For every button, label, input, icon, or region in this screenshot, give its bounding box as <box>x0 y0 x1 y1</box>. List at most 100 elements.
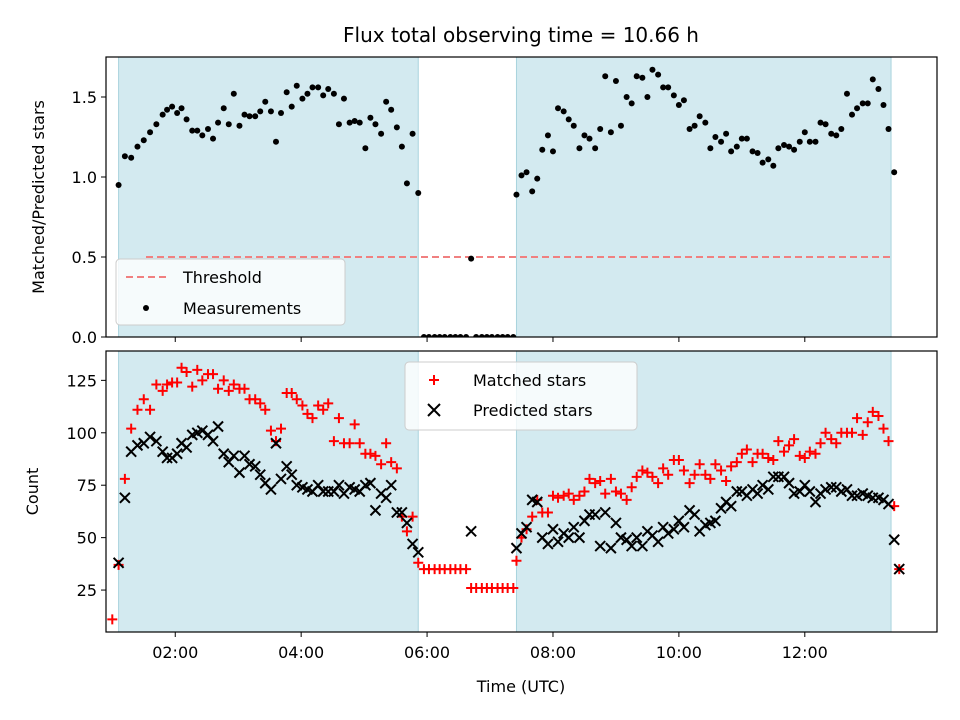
matched-stars-point <box>527 511 538 522</box>
legend-predicted-swatch <box>427 403 441 417</box>
matched-stars-point <box>663 469 674 480</box>
measurement-point <box>346 119 353 126</box>
predicted-stars-point <box>542 538 554 550</box>
measurement-point <box>199 132 206 139</box>
predicted-stars-point <box>207 435 219 447</box>
measurement-point <box>838 126 845 132</box>
measurement-point <box>623 94 630 100</box>
predicted-stars-point <box>465 525 477 538</box>
matched-stars-point <box>333 413 344 424</box>
predicted-stars-point <box>212 420 224 433</box>
measurement-point <box>570 122 577 129</box>
measurement-point <box>278 110 285 116</box>
matched-stars-point <box>381 438 392 449</box>
matched-stars-point <box>126 423 137 434</box>
matched-stars-point <box>678 465 689 476</box>
measurement-point <box>518 172 525 179</box>
measurement-point <box>718 138 725 145</box>
measurement-point <box>649 66 656 73</box>
measurement-point <box>174 110 181 116</box>
legend-measurements-label: Measurements <box>183 299 301 318</box>
matched-stars-point <box>568 494 579 505</box>
predicted-stars-point <box>520 521 533 533</box>
matched-stars-point <box>250 394 261 405</box>
measurement-point <box>299 95 306 102</box>
predicted-stars-point <box>625 540 638 552</box>
predicted-stars-point <box>731 485 743 498</box>
measurement-point <box>770 162 777 169</box>
measurement-point <box>791 146 798 153</box>
measurement-point <box>272 138 279 145</box>
matched-stars-point <box>757 448 768 459</box>
measurement-point <box>660 84 667 91</box>
predicted-stars-point <box>333 479 345 491</box>
matched-stars-point <box>291 394 302 405</box>
measurement-point <box>189 127 196 134</box>
legend-box <box>404 361 638 431</box>
plot-area <box>107 362 905 625</box>
measurement-point <box>478 334 485 337</box>
measurement-point <box>786 143 793 150</box>
matched-stars-point <box>376 459 387 470</box>
measurement-point <box>822 121 829 128</box>
matched-stars-point <box>413 557 424 568</box>
x-tick-label: 08:00 <box>530 643 576 662</box>
measurement-point <box>178 105 185 112</box>
measurement-point <box>781 142 788 148</box>
matched-stars-point <box>615 488 626 499</box>
matched-stars-point <box>584 473 595 484</box>
matched-stars-point <box>401 526 412 537</box>
predicted-stars-point <box>610 517 622 529</box>
predicted-stars-point <box>825 481 837 494</box>
matched-stars-point <box>265 425 276 436</box>
matched-stars-point <box>132 404 143 415</box>
measurement-point <box>675 102 682 108</box>
matched-stars-point <box>218 375 229 386</box>
predicted-stars-point <box>589 508 601 521</box>
matched-stars-point <box>176 362 187 373</box>
measurement-point <box>220 105 227 112</box>
predicted-stars-point <box>401 517 413 529</box>
predicted-stars-point <box>652 536 664 548</box>
measurement-point <box>340 95 347 102</box>
measurement-point <box>362 145 369 152</box>
measurement-point <box>655 71 662 78</box>
predicted-stars-point <box>238 450 251 462</box>
matched-stars-point <box>784 440 795 451</box>
predicted-stars-point <box>767 471 780 483</box>
matched-stars-point <box>318 404 329 415</box>
matched-stars-point <box>138 394 149 405</box>
measurement-point <box>880 102 887 108</box>
top-panel: 0.0 0.5 1.0 1.5 Matched/Predicted stars Thres… <box>29 56 938 347</box>
measurement-point <box>859 100 866 107</box>
predicted-stars-point <box>568 521 580 533</box>
matched-stars-point <box>689 469 700 480</box>
matched-stars-point <box>694 459 705 470</box>
measurement-point <box>356 119 363 126</box>
measurement-point <box>665 84 672 91</box>
measurement-point <box>733 143 740 150</box>
measurement-point <box>812 138 819 145</box>
measurement-point <box>539 146 546 153</box>
measurement-point <box>409 130 416 137</box>
legend-top: Threshold Measurements <box>115 258 346 326</box>
matched-stars-point <box>579 486 590 497</box>
measurement-point <box>257 108 264 115</box>
predicted-stars-point <box>286 469 298 481</box>
matched-stars-point <box>197 375 208 386</box>
predicted-stars-point <box>391 506 403 519</box>
predicted-stars-point <box>888 534 900 546</box>
measurement-point <box>691 122 698 129</box>
measurement-point <box>806 138 813 145</box>
axes-frame <box>105 350 938 633</box>
predicted-stars-point <box>709 515 722 527</box>
matched-stars-point <box>747 457 758 468</box>
predicted-stars-point <box>385 479 397 491</box>
matched-stars-point <box>181 366 192 377</box>
matched-stars-point <box>815 438 826 449</box>
matched-stars-point <box>847 427 858 438</box>
y-axis-label: Matched/Predicted stars <box>29 100 48 294</box>
predicted-stars-point <box>751 487 764 500</box>
y-axis-label: Count <box>23 468 42 516</box>
matched-stars-point <box>313 400 324 411</box>
